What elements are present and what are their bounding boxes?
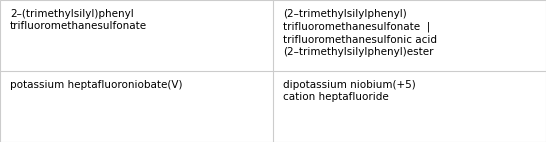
Text: (2–trimethylsilylphenyl)
trifluoromethanesulfonate  |
trifluoromethanesulfonic a: (2–trimethylsilylphenyl) trifluoromethan… xyxy=(283,9,437,57)
Text: potassium heptafluoroniobate(V): potassium heptafluoroniobate(V) xyxy=(10,80,182,89)
Text: 2–(trimethylsilyl)phenyl
trifluoromethanesulfonate: 2–(trimethylsilyl)phenyl trifluoromethan… xyxy=(10,9,147,31)
Text: dipotassium niobium(+5)
cation heptafluoride: dipotassium niobium(+5) cation heptafluo… xyxy=(283,80,416,102)
